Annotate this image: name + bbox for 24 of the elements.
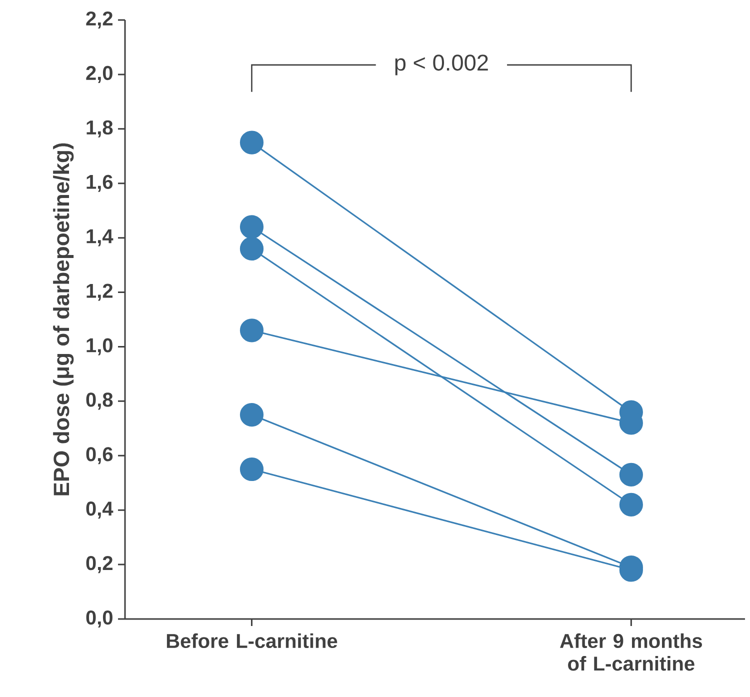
point: [240, 318, 264, 342]
y-axis-title: EPO dose (μg of darbepoetine/kg): [53, 143, 74, 496]
y-tick-label: 2,2: [86, 11, 112, 29]
y-tick-label: 1,8: [86, 120, 113, 138]
point: [240, 236, 264, 261]
annotation: p < 0.002: [395, 54, 488, 76]
point: [240, 403, 264, 427]
y-tick-label: 0,8: [86, 392, 113, 410]
y-tick-label: 2,0: [86, 66, 112, 83]
y-tick-label: 0,0: [86, 610, 112, 628]
x-tick-label: Before L-carnitine: [166, 633, 338, 648]
point: [619, 492, 643, 516]
y-tick-label: 1,2: [86, 284, 112, 301]
y-tick-label: 0,4: [86, 502, 114, 519]
point: [240, 130, 264, 154]
point: [619, 462, 643, 486]
y-tick-label: 1,4: [86, 229, 114, 246]
y-tick-label: 1,6: [86, 174, 113, 192]
x-tick-label: After 9 months of L-carnitine: [560, 633, 702, 671]
y-tick-label: 0,6: [86, 447, 113, 464]
point: [240, 457, 264, 482]
point: [240, 215, 264, 239]
y-tick-label: 1,0: [86, 338, 112, 356]
y-tick-label: 0,2: [86, 556, 112, 574]
